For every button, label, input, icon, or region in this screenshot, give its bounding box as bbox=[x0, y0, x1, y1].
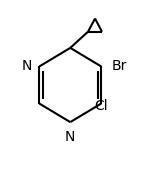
Text: N: N bbox=[65, 130, 76, 144]
Text: Cl: Cl bbox=[94, 99, 108, 113]
Text: N: N bbox=[22, 59, 32, 73]
Text: Br: Br bbox=[112, 59, 127, 73]
